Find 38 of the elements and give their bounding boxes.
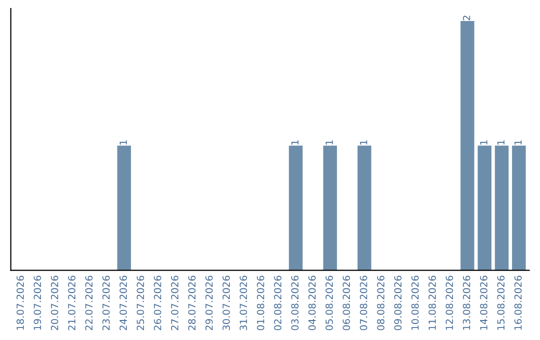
x-tick-label: 15.08.2026 <box>497 276 505 330</box>
x-tick-label: 02.08.2026 <box>274 276 282 330</box>
x-tick-label: 01.08.2026 <box>256 276 264 330</box>
data-label: 1 <box>120 140 127 145</box>
x-tick-label: 30.07.2026 <box>222 276 230 330</box>
x-tick-label: 28.07.2026 <box>188 276 196 330</box>
x-tick-label: 07.08.2026 <box>360 276 368 330</box>
data-label: 1 <box>360 140 368 145</box>
data-label: 2 <box>462 16 470 20</box>
x-tick-label: 09.08.2026 <box>394 276 402 330</box>
data-label: 1 <box>497 140 504 145</box>
x-tick-label: 20.07.2026 <box>50 276 58 330</box>
x-tick-label: 12.08.2026 <box>446 276 454 330</box>
x-tick-label: 10.08.2026 <box>411 276 419 330</box>
x-tick-label: 14.08.2026 <box>480 276 488 330</box>
x-tick-label: 13.08.2026 <box>462 276 470 330</box>
x-tick-label: 18.07.2026 <box>16 276 24 330</box>
x-tick-label: 27.07.2026 <box>171 276 178 330</box>
x-tick-label: 25.07.2026 <box>136 276 144 330</box>
x-tick-label: 08.08.2026 <box>377 276 384 330</box>
x-tick-label: 16.08.2026 <box>514 276 522 330</box>
data-label: 1 <box>326 140 333 145</box>
x-tick-label: 29.07.2026 <box>205 276 213 330</box>
x-tick-label: 19.07.2026 <box>34 276 42 330</box>
x-tick-label: 06.08.2026 <box>342 276 350 330</box>
x-tick-label: 05.08.2026 <box>326 276 333 330</box>
data-label: 1 <box>480 140 488 145</box>
x-tick-label: 03.08.2026 <box>291 276 299 330</box>
x-tick-label: 23.07.2026 <box>102 276 110 330</box>
x-tick-label: 24.07.2026 <box>120 276 127 330</box>
data-label: 1 <box>514 140 522 145</box>
data-label: 1 <box>291 140 298 145</box>
x-tick-label: 26.07.2026 <box>154 276 162 330</box>
x-tick-label: 21.07.2026 <box>68 276 76 330</box>
x-tick-label: 22.07.2026 <box>85 276 93 330</box>
x-tick-label: 31.07.2026 <box>240 276 248 330</box>
x-tick-label: 04.08.2026 <box>308 276 316 330</box>
x-tick-label: 11.08.2026 <box>428 276 436 330</box>
